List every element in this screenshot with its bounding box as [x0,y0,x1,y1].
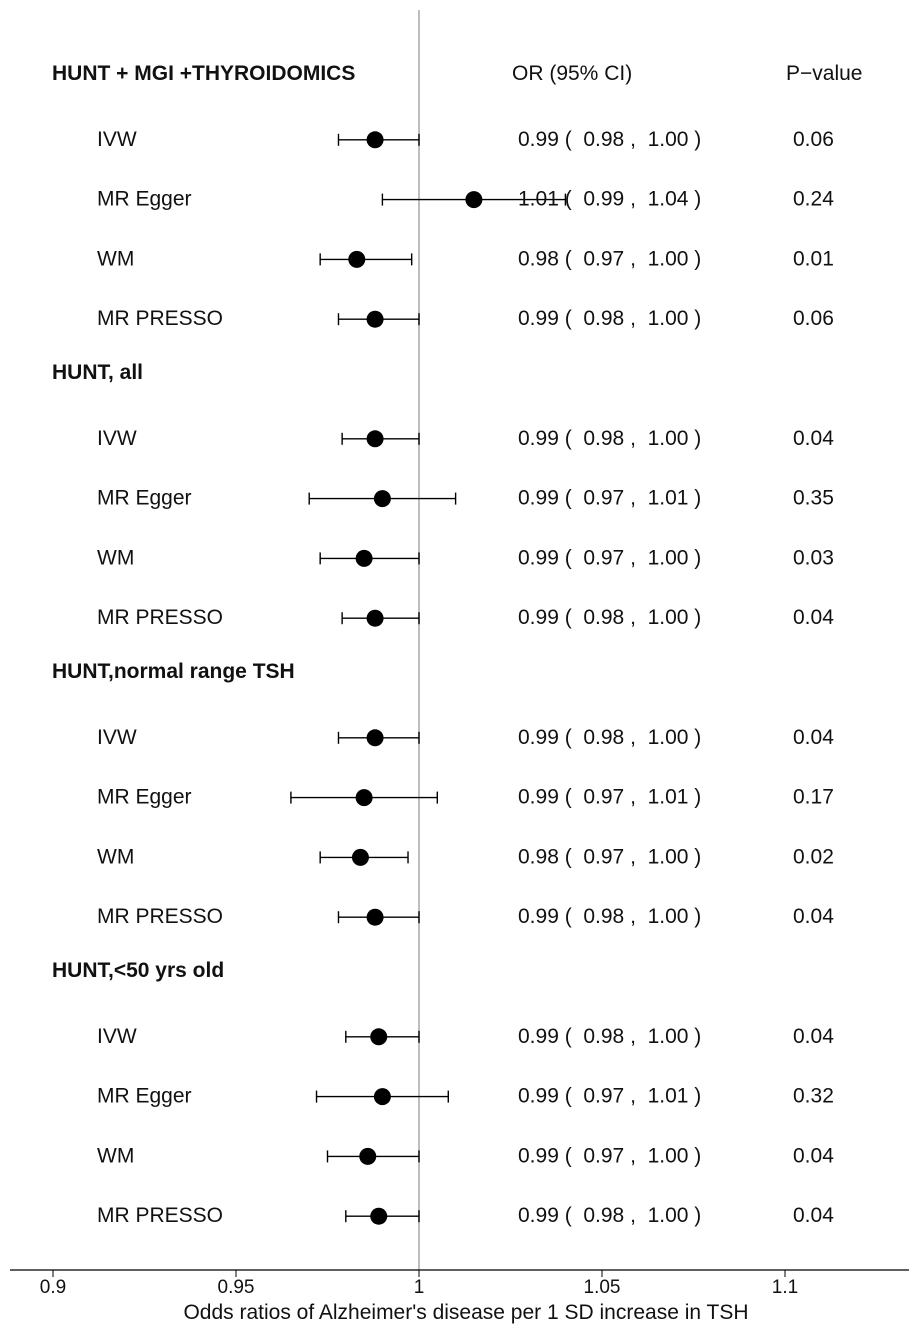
point-estimate [373,490,391,508]
or-ci-value: 0.99 ( 0.97 , 1.01 ) [518,487,701,510]
group-title: HUNT,<50 yrs old [52,959,224,982]
p-value: 0.01 [793,247,834,270]
or-ci-value: 0.98 ( 0.97 , 1.00 ) [518,247,701,270]
group-title: HUNT,normal range TSH [52,660,295,683]
or-ci-value: 0.99 ( 0.98 , 1.00 ) [518,307,701,330]
p-value: 0.06 [793,307,834,330]
p-value-column-header: P−value [786,62,862,85]
x-axis-label: Odds ratios of Alzheimer's disease per 1… [183,1301,748,1324]
method-label: MR PRESSO [97,905,223,928]
or-ci-value: 0.99 ( 0.98 , 1.00 ) [518,427,701,450]
method-label: WM [97,247,134,270]
point-estimate [359,1147,377,1165]
method-label: MR PRESSO [97,307,223,330]
method-label: MR PRESSO [97,606,223,629]
point-estimate [366,310,384,328]
or-ci-value: 0.99 ( 0.98 , 1.00 ) [518,726,701,749]
forest-rows: HUNT + MGI +THYROIDOMICS IVW 0.99 ( 0.98 ,… [52,62,834,1227]
method-label: WM [97,845,134,868]
x-tick-label: 1.1 [772,1277,798,1298]
point-estimate [370,1028,388,1046]
or-ci-value: 0.99 ( 0.97 , 1.00 ) [518,1144,701,1167]
point-estimate [366,131,384,149]
or-ci-value: 1.01 ( 0.99 , 1.04 ) [518,188,701,211]
x-tick-label: 0.9 [40,1277,66,1298]
group-title: HUNT + MGI +THYROIDOMICS [52,62,355,85]
p-value: 0.04 [793,1025,834,1048]
point-estimate [355,549,373,567]
point-estimate [351,848,369,866]
p-value: 0.03 [793,546,834,569]
p-value: 0.04 [793,905,834,928]
p-value: 0.04 [793,1204,834,1227]
x-axis-ticks: 0.9 0.95 1 1.05 1.1 [40,1270,798,1298]
or-ci-value: 0.99 ( 0.98 , 1.00 ) [518,606,701,629]
x-tick-label: 1 [414,1277,425,1298]
point-estimate [366,908,384,926]
p-value: 0.04 [793,1144,834,1167]
x-tick-label: 0.95 [218,1277,255,1298]
or-column-header: OR (95% CI) [512,62,632,85]
method-label: MR Egger [97,786,192,809]
x-tick-label: 1.05 [584,1277,621,1298]
p-value: 0.04 [793,606,834,629]
method-label: MR PRESSO [97,1204,223,1227]
p-value: 0.06 [793,128,834,151]
p-value: 0.24 [793,188,834,211]
method-label: IVW [97,128,137,151]
p-value: 0.02 [793,845,834,868]
method-label: MR Egger [97,188,192,211]
p-value: 0.17 [793,786,834,809]
method-label: IVW [97,726,137,749]
method-label: MR Egger [97,1085,192,1108]
point-estimate [366,430,384,448]
method-label: MR Egger [97,487,192,510]
point-estimate [373,1088,391,1106]
p-value: 0.04 [793,427,834,450]
point-estimate [366,729,384,747]
p-value: 0.32 [793,1085,834,1108]
method-label: IVW [97,1025,137,1048]
or-ci-value: 0.99 ( 0.98 , 1.00 ) [518,1025,701,1048]
or-ci-value: 0.99 ( 0.98 , 1.00 ) [518,128,701,151]
group-title: HUNT, all [52,361,143,384]
or-ci-value: 0.98 ( 0.97 , 1.00 ) [518,845,701,868]
point-estimate [355,789,373,807]
or-ci-value: 0.99 ( 0.97 , 1.01 ) [518,1085,701,1108]
method-label: WM [97,1144,134,1167]
method-label: WM [97,546,134,569]
p-value: 0.04 [793,726,834,749]
point-estimate [370,1207,388,1225]
point-estimate [366,609,384,627]
or-ci-value: 0.99 ( 0.97 , 1.00 ) [518,546,701,569]
point-estimate [465,191,483,209]
or-ci-value: 0.99 ( 0.98 , 1.00 ) [518,1204,701,1227]
point-estimate [348,250,366,268]
method-label: IVW [97,427,137,450]
p-value: 0.35 [793,487,834,510]
or-ci-value: 0.99 ( 0.97 , 1.01 ) [518,786,701,809]
or-ci-value: 0.99 ( 0.98 , 1.00 ) [518,905,701,928]
